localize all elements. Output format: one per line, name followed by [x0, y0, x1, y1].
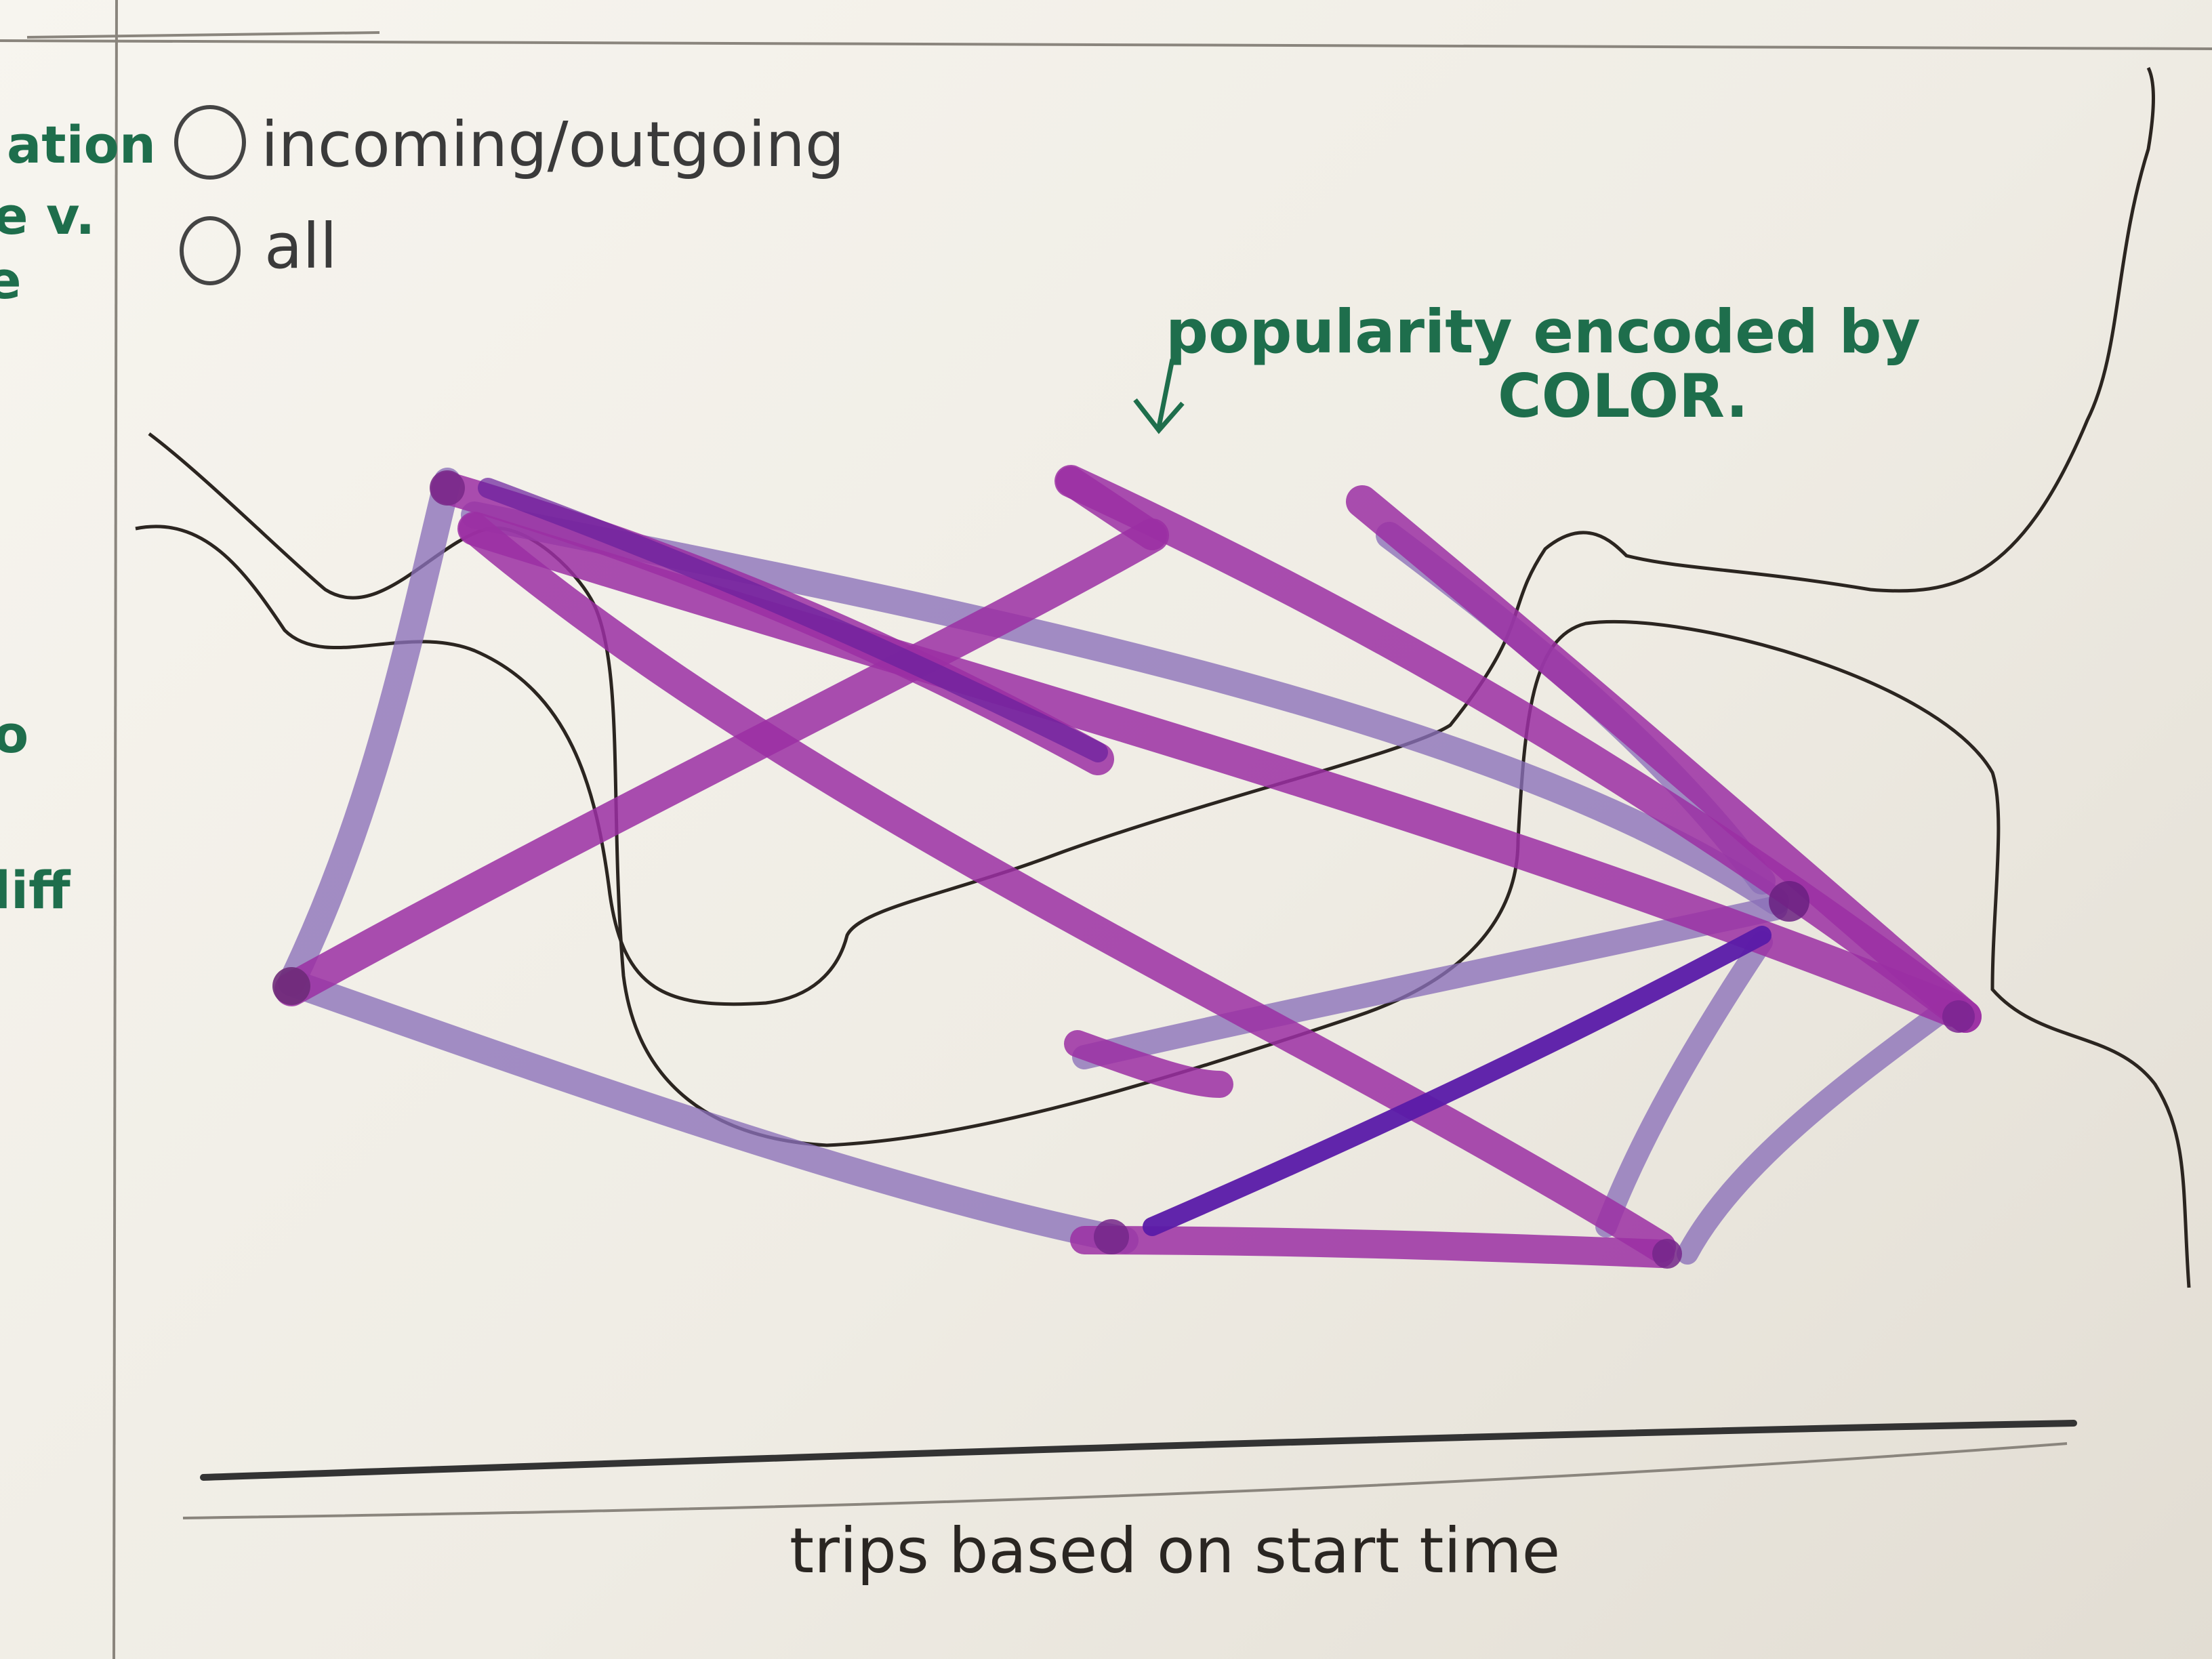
trip-edge: [1143, 926, 1771, 1236]
trip-edge: [1064, 1030, 1233, 1098]
timeline-track[interactable]: [200, 1420, 2077, 1481]
margin-fragment: e v.: [0, 186, 95, 246]
annotation-line-2: COLOR.: [1498, 361, 1748, 431]
radio-label-all: all: [264, 210, 337, 283]
left-margin-notes: ation e v. e o liff: [0, 115, 156, 920]
station-node: [1094, 1219, 1129, 1254]
radio-label-incoming-outgoing: incoming/outgoing: [261, 108, 844, 181]
top-short-divider: [26, 31, 380, 39]
timeline[interactable]: trips based on start time: [182, 1420, 2077, 1587]
trip-edge: [1595, 931, 1773, 1237]
left-panel-divider: [112, 0, 118, 1659]
margin-fragment: ation: [7, 115, 156, 175]
arrow-down-icon: [1133, 359, 1185, 434]
trip-edge: [1346, 485, 1982, 1033]
trip-edges: [274, 465, 1982, 1268]
trip-edge: [1072, 896, 1788, 1069]
trip-edge: [278, 969, 1139, 1254]
radio-incoming-outgoing[interactable]: incoming/outgoing: [174, 105, 844, 181]
station-node: [1769, 881, 1809, 922]
radio-circle-icon[interactable]: [180, 216, 241, 285]
trip-edge: [278, 468, 461, 996]
trip-edge: [1070, 1226, 1675, 1268]
radio-all[interactable]: all: [180, 210, 337, 285]
station-node: [272, 967, 310, 1005]
radio-circle-icon[interactable]: [174, 105, 246, 180]
trip-edge: [478, 478, 1108, 762]
margin-fragment: e: [0, 250, 22, 310]
station-nodes: [272, 470, 1975, 1269]
trip-edge: [459, 513, 1676, 1263]
color-annotation: popularity encoded by COLOR.: [1133, 297, 1921, 434]
trip-edge: [1677, 999, 1956, 1265]
station-node: [1652, 1239, 1682, 1269]
station-node: [1942, 1000, 1975, 1033]
timeline-label: trips based on start time: [790, 1515, 1560, 1587]
margin-fragment: liff: [0, 860, 71, 920]
top-panel-divider: [0, 39, 2212, 50]
station-node: [430, 470, 465, 506]
margin-fragment: o: [0, 704, 28, 764]
trip-edge: [457, 512, 1969, 1027]
annotation-line-1: popularity encoded by: [1166, 297, 1921, 367]
filter-options[interactable]: incoming/outgoing all: [174, 105, 844, 285]
timeline-baseline: [182, 1442, 2068, 1519]
